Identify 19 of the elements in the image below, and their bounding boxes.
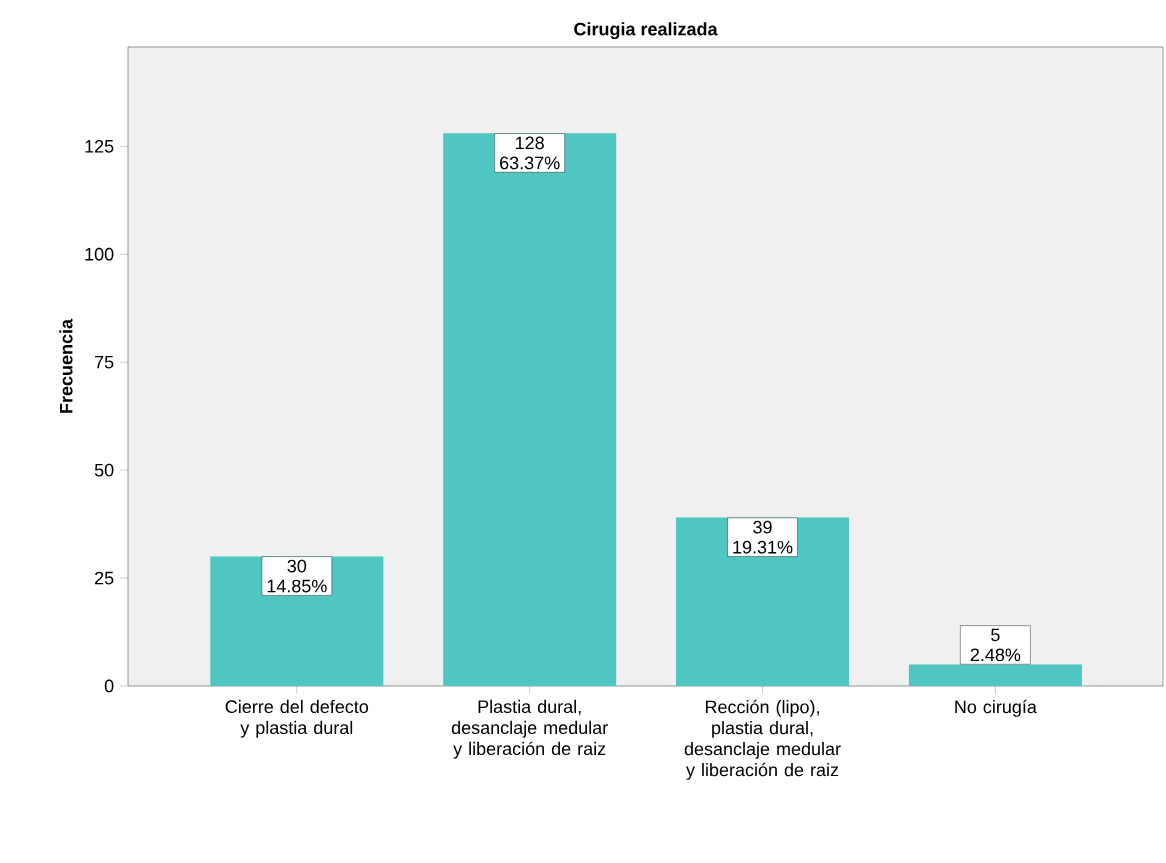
y-axis-title: Frecuencia: [59, 318, 73, 413]
y-tick-label: 125: [85, 139, 114, 153]
data-label: 30 14.85%: [267, 559, 327, 593]
bar: [443, 133, 617, 686]
y-tick-label: 25: [95, 571, 114, 585]
chart-title: Cirugia realizada: [574, 22, 718, 40]
y-tick-label: 100: [85, 247, 114, 261]
data-label: 5 2.48%: [970, 628, 1021, 662]
x-tick-label: Rección (lipo), plastia dural, desanclaje medular y liberación de raiz: [684, 699, 841, 780]
x-tick-label: No cirugía: [955, 699, 1037, 717]
x-tick-label: Cierre del defecto y plastia dural: [225, 699, 369, 738]
bar: [908, 664, 1082, 686]
data-label: 128 63.37%: [500, 136, 560, 170]
y-tick-label: 50: [94, 463, 114, 477]
bar: [676, 517, 850, 686]
y-tick-label: 0: [104, 679, 114, 693]
data-label: 39 19.31%: [733, 520, 793, 554]
y-tick-label: 75: [95, 355, 114, 369]
x-tick-label: Plastia dural, desanclaje medular y liberación de raiz: [451, 699, 608, 759]
